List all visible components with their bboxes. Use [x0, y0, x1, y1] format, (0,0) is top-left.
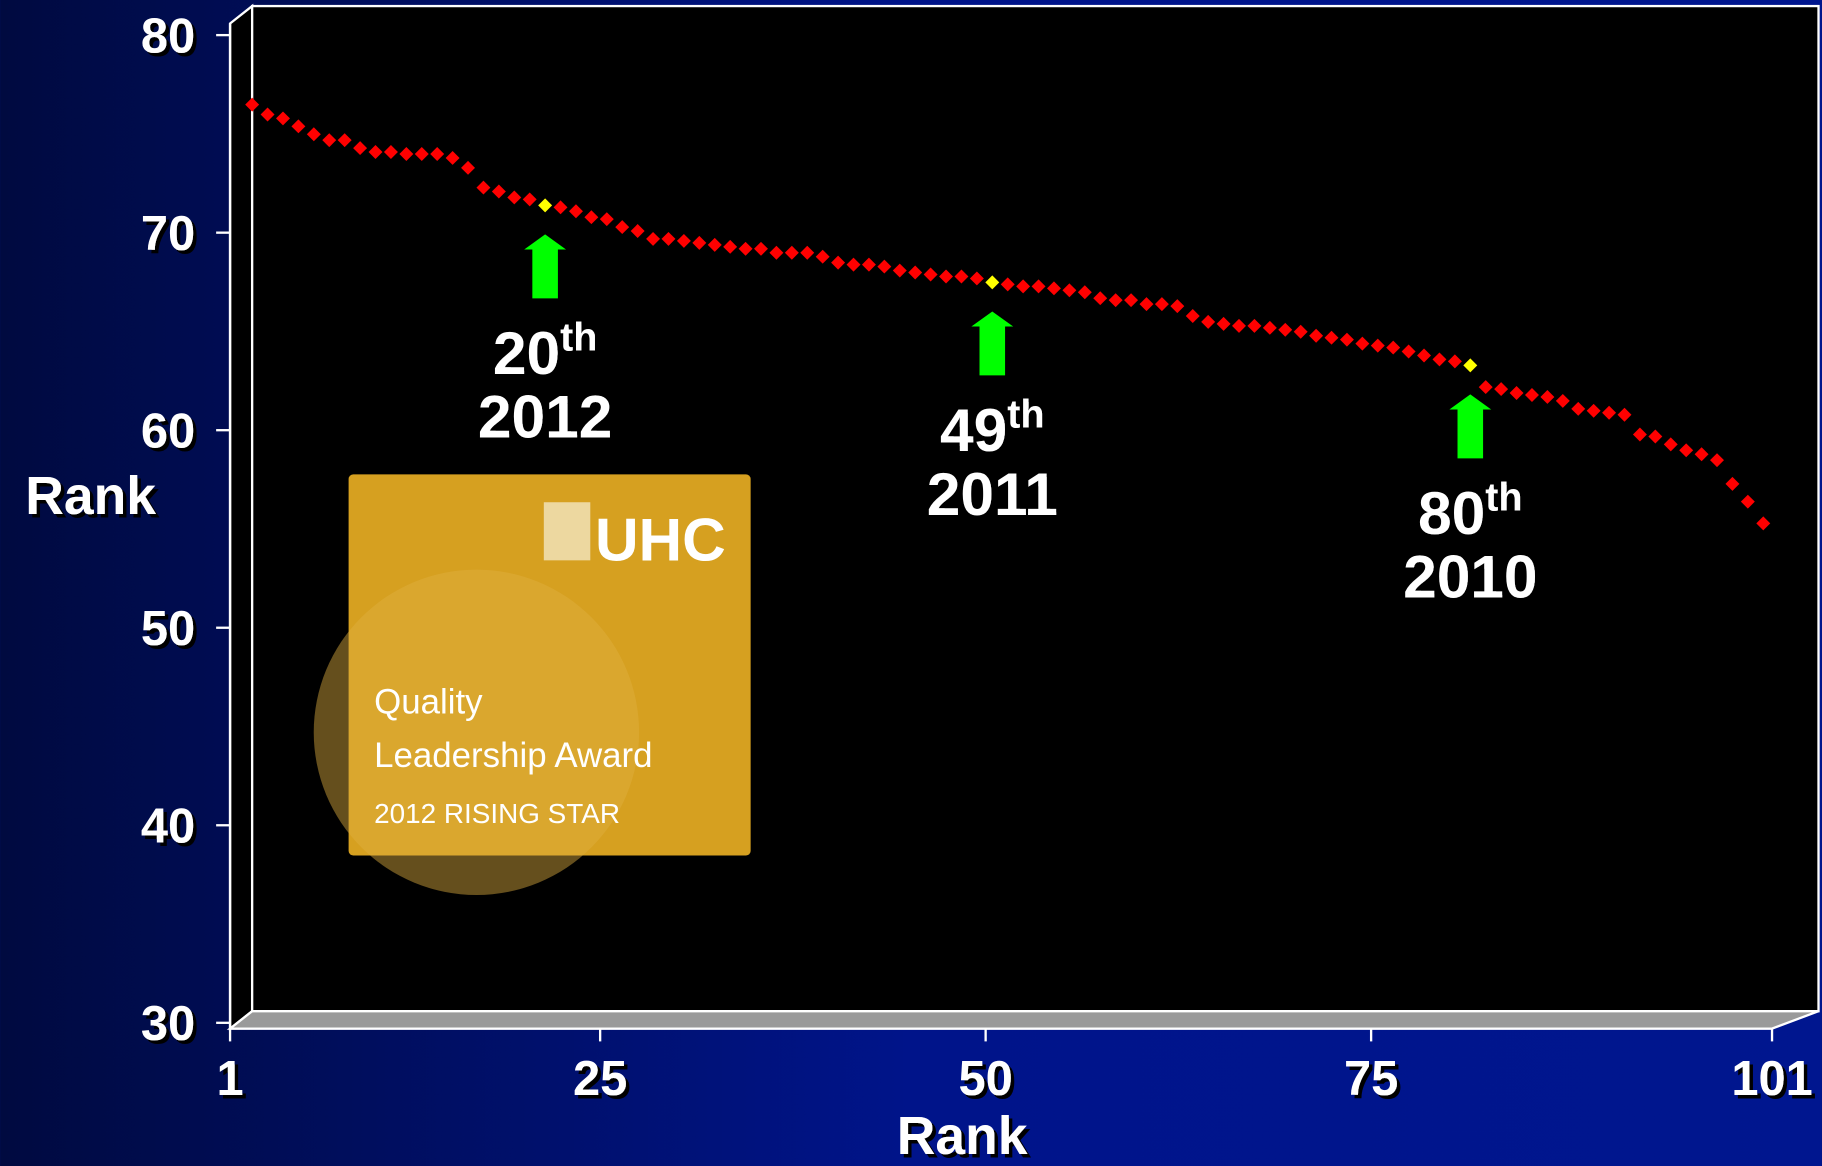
badge-logo: UHC: [595, 505, 726, 573]
badge-line: Leadership Award: [374, 736, 652, 775]
annotation-suffix: th: [1007, 393, 1044, 437]
annotation-number: 80: [1418, 479, 1485, 547]
floor: [230, 1011, 1818, 1028]
left-wall: [230, 6, 252, 1029]
x-tick-label: 50: [958, 1052, 1012, 1106]
x-tick-label: 1: [217, 1052, 244, 1106]
x-tick-label: 75: [1344, 1052, 1398, 1106]
y-tick-label: 30: [141, 997, 195, 1051]
y-tick-label: 50: [141, 602, 195, 656]
annotation-number: 20: [493, 319, 560, 387]
badge-line: Quality: [374, 683, 483, 722]
annotation-suffix: th: [560, 316, 597, 360]
chart: Rank Rank UHC Quality Leadership Award 2…: [0, 0, 1822, 1166]
annotation-year: 2011: [927, 460, 1058, 528]
y-axis-title: Rank: [25, 467, 156, 526]
y-tick-label: 60: [141, 405, 195, 459]
annotation-suffix: th: [1485, 476, 1522, 520]
annotation-year: 2010: [1403, 543, 1537, 611]
annotation-number: 49: [940, 396, 1007, 464]
badge-sphere: [314, 570, 639, 895]
x-tick-label: 25: [573, 1052, 627, 1106]
y-tick-label: 40: [141, 800, 195, 854]
badge: UHC Quality Leadership Award 2012 RISING…: [314, 474, 751, 895]
x-axis-title: Rank: [897, 1107, 1028, 1166]
x-tick-label: 101: [1731, 1052, 1812, 1106]
annotation-year: 2012: [478, 383, 612, 451]
badge-logo-mark: [544, 502, 590, 560]
y-tick-label: 80: [141, 10, 195, 64]
y-tick-label: 70: [141, 207, 195, 261]
badge-line: 2012 RISING STAR: [374, 798, 620, 829]
